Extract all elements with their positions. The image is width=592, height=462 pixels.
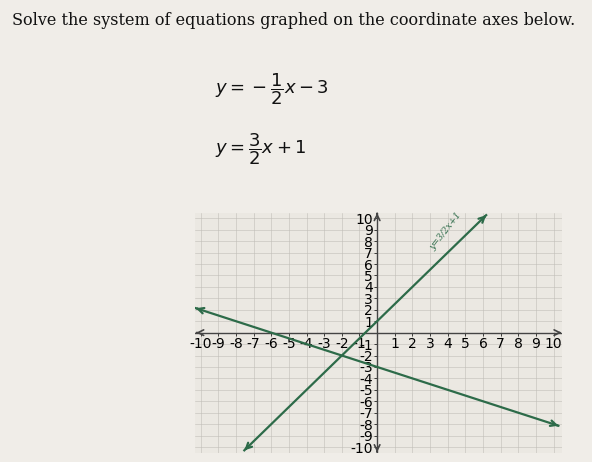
Text: $y = -\dfrac{1}{2}x - 3$: $y = -\dfrac{1}{2}x - 3$ xyxy=(215,72,329,107)
Text: y=3/2x+1: y=3/2x+1 xyxy=(428,210,463,251)
Text: $y = \dfrac{3}{2}x + 1$: $y = \dfrac{3}{2}x + 1$ xyxy=(215,132,306,167)
Text: Solve the system of equations graphed on the coordinate axes below.: Solve the system of equations graphed on… xyxy=(12,12,575,29)
